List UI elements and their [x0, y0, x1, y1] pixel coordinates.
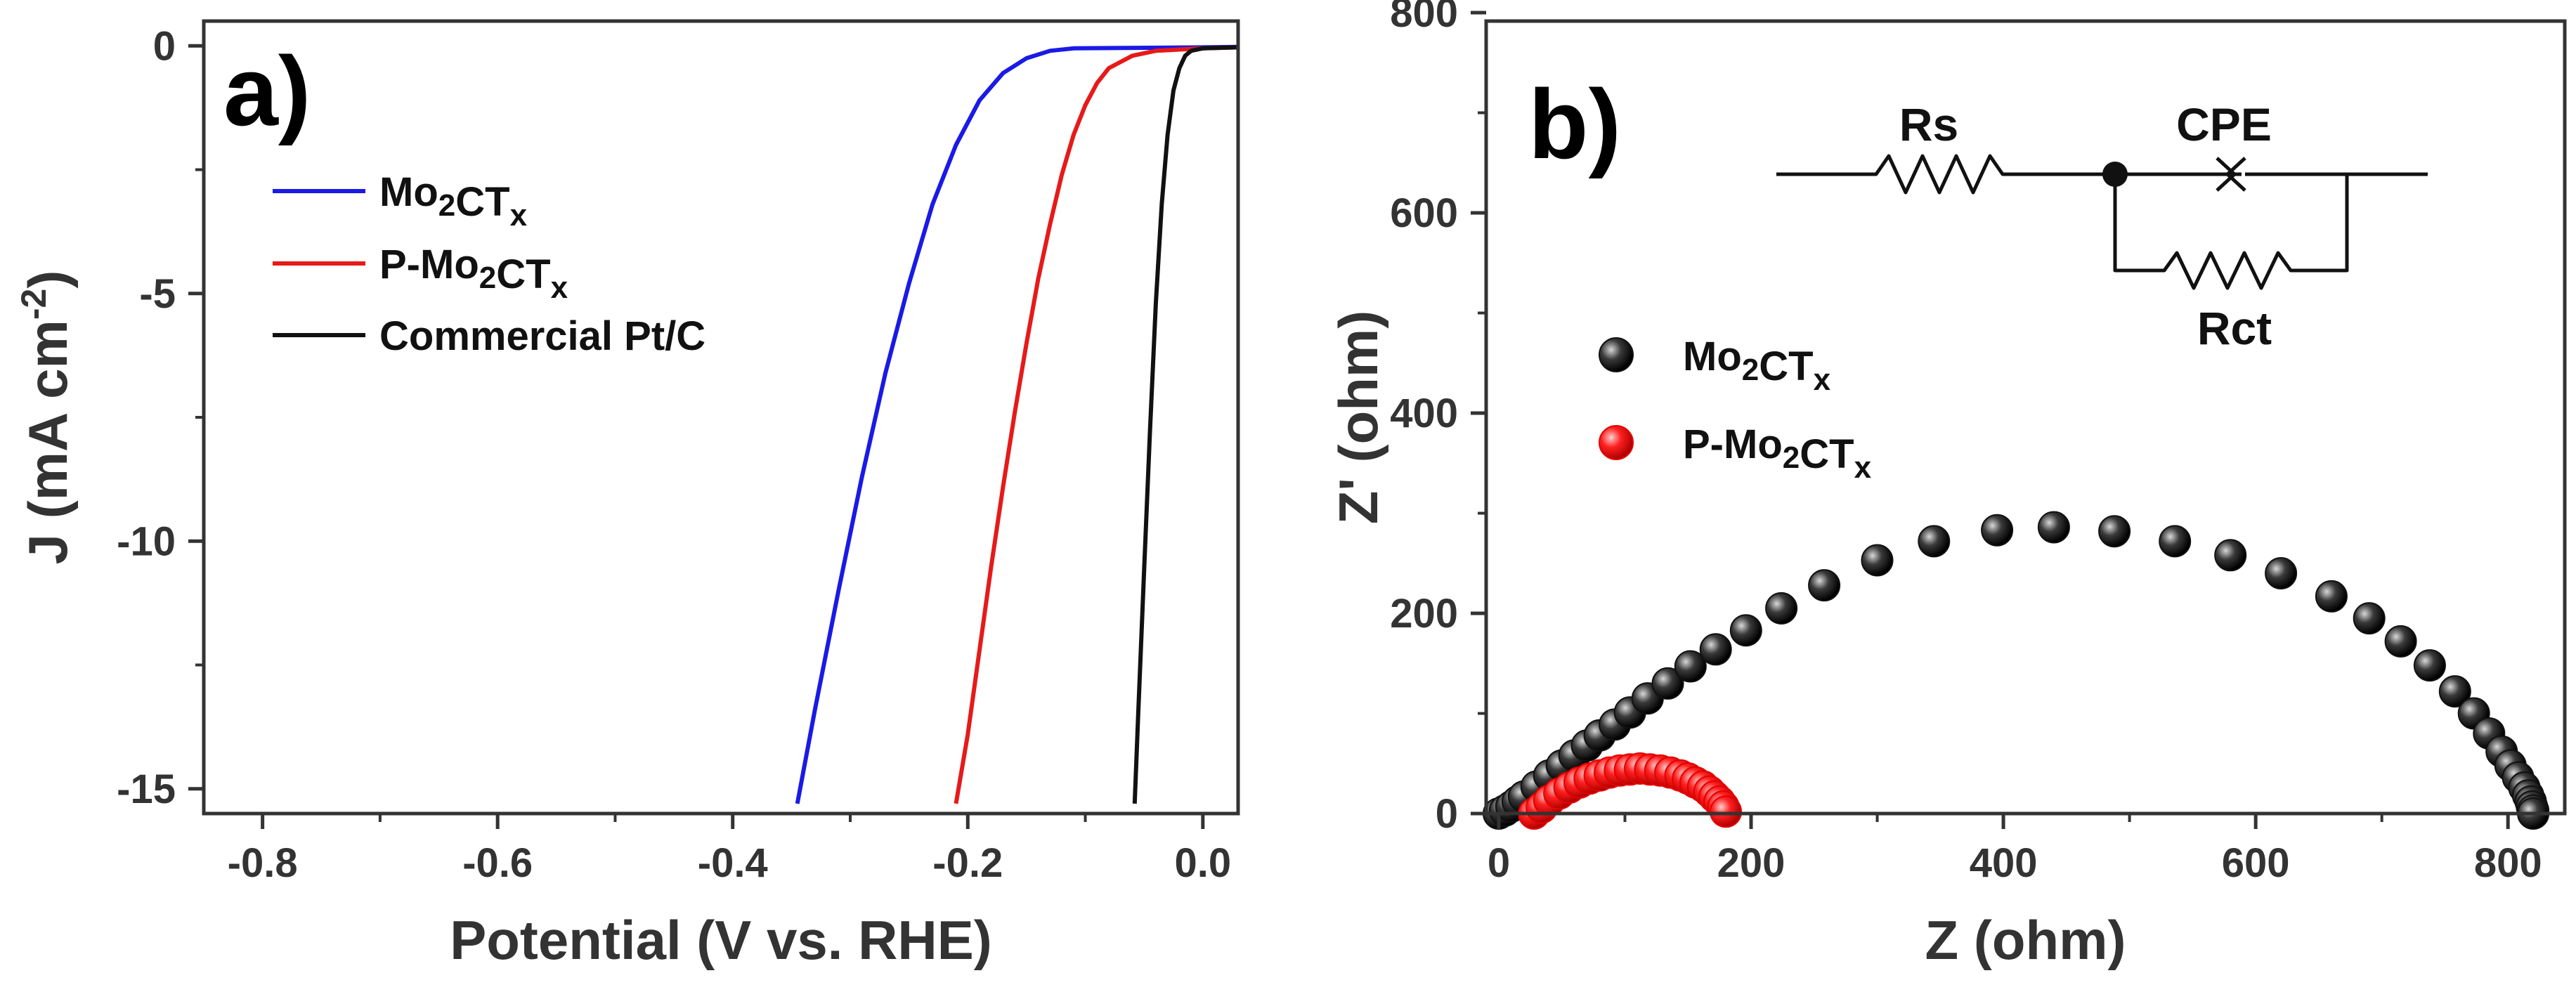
- x-tick-label: -0.2: [932, 840, 1003, 886]
- y-tick-label: -10: [117, 518, 176, 564]
- data-point-1: [2384, 625, 2417, 658]
- panel-label-b: b): [1528, 69, 1621, 179]
- series-line-2: [954, 45, 1239, 804]
- data-point-1: [2353, 602, 2386, 635]
- data-point-1: [1981, 514, 2014, 547]
- data-point-1: [1765, 592, 1798, 625]
- chart-b: 0 200 400 600 800 0 200 400 600 800 Z (ohm) Z' (ohm…: [1327, 0, 2567, 971]
- data-point-1: [2413, 649, 2446, 682]
- legend-label-2: P-Mo2CTx: [379, 242, 568, 305]
- y-tick-label: 0: [1436, 791, 1458, 837]
- data-point-1: [1808, 569, 1841, 602]
- equivalent-circuit: [1776, 154, 2428, 290]
- circuit-label-cpe: CPE: [2176, 98, 2272, 150]
- circuit-label-rs: Rs: [1899, 98, 1958, 150]
- data-point-2: [1710, 795, 1743, 828]
- legend-marker-1: [1599, 337, 1634, 372]
- circuit-label-rct: Rct: [2197, 302, 2272, 354]
- plot-frame-b: [1484, 19, 2567, 816]
- series-line-1: [795, 44, 1239, 804]
- data-point-1: [2098, 515, 2131, 548]
- data-point-1: [2438, 675, 2471, 708]
- cpe-element: [2216, 157, 2246, 192]
- x-tick-label: 800: [2474, 840, 2542, 886]
- data-point-1: [1699, 633, 1732, 666]
- x-tick-label: 0.0: [1174, 840, 1231, 886]
- data-point-1: [1651, 667, 1684, 700]
- y-axis-label: J (mA cm-2): [14, 270, 79, 565]
- chart-a: -0.8 -0.6 -0.4 -0.2 0.0 0 -5 -10 -15 Potential (V…: [14, 19, 1240, 971]
- x-axis-label: Potential (V vs. RHE): [450, 909, 991, 971]
- legend-label-b-2: P-Mo2CTx: [1683, 422, 1872, 485]
- legend-label-b-1: Mo2CTx: [1683, 334, 1831, 397]
- panel-label-a: a): [223, 36, 311, 146]
- y-tick-label: 400: [1390, 391, 1458, 436]
- x-tick-label: -0.6: [462, 840, 533, 886]
- data-point-1: [1861, 544, 1894, 577]
- x-tick-label: 200: [1717, 840, 1785, 886]
- x-axis-label-b: Z (ohm): [1925, 909, 2126, 971]
- data-point-1: [1674, 650, 1707, 683]
- x-tick-label: 600: [2222, 840, 2290, 886]
- circuit-node: [2102, 162, 2128, 187]
- legend-marker-2: [1599, 425, 1634, 460]
- legend-label-1: Mo2CTx: [379, 169, 528, 233]
- y-axis-label-b: Z' (ohm): [1327, 311, 1389, 524]
- data-point-1: [2037, 511, 2070, 544]
- data-point-1: [2265, 557, 2298, 589]
- data-point-1: [1918, 525, 1951, 558]
- data-point-1: [2315, 580, 2348, 613]
- y-tick-label: 600: [1390, 190, 1458, 236]
- x-tick-label: 0: [1488, 840, 1510, 886]
- x-tick-label: -0.4: [698, 840, 768, 886]
- rct-resistor: [2113, 174, 2349, 290]
- series-line-3: [1132, 45, 1239, 804]
- y-tick-label: 0: [153, 23, 176, 69]
- y-tick-label: -15: [117, 766, 176, 812]
- rs-resistor: [1776, 154, 2242, 195]
- x-tick-label: -0.8: [228, 840, 298, 886]
- y-tick-label: 800: [1390, 0, 1458, 36]
- data-point-1: [1729, 614, 1762, 647]
- y-tick-label: -5: [139, 271, 176, 317]
- y-tick-label: 200: [1390, 591, 1458, 637]
- data-point-1: [2214, 539, 2247, 572]
- data-point-1: [2159, 525, 2192, 558]
- legend-label-3: Commercial Pt/C: [379, 313, 705, 359]
- plot-frame: [202, 19, 1240, 816]
- x-tick-label: 400: [1970, 840, 2038, 886]
